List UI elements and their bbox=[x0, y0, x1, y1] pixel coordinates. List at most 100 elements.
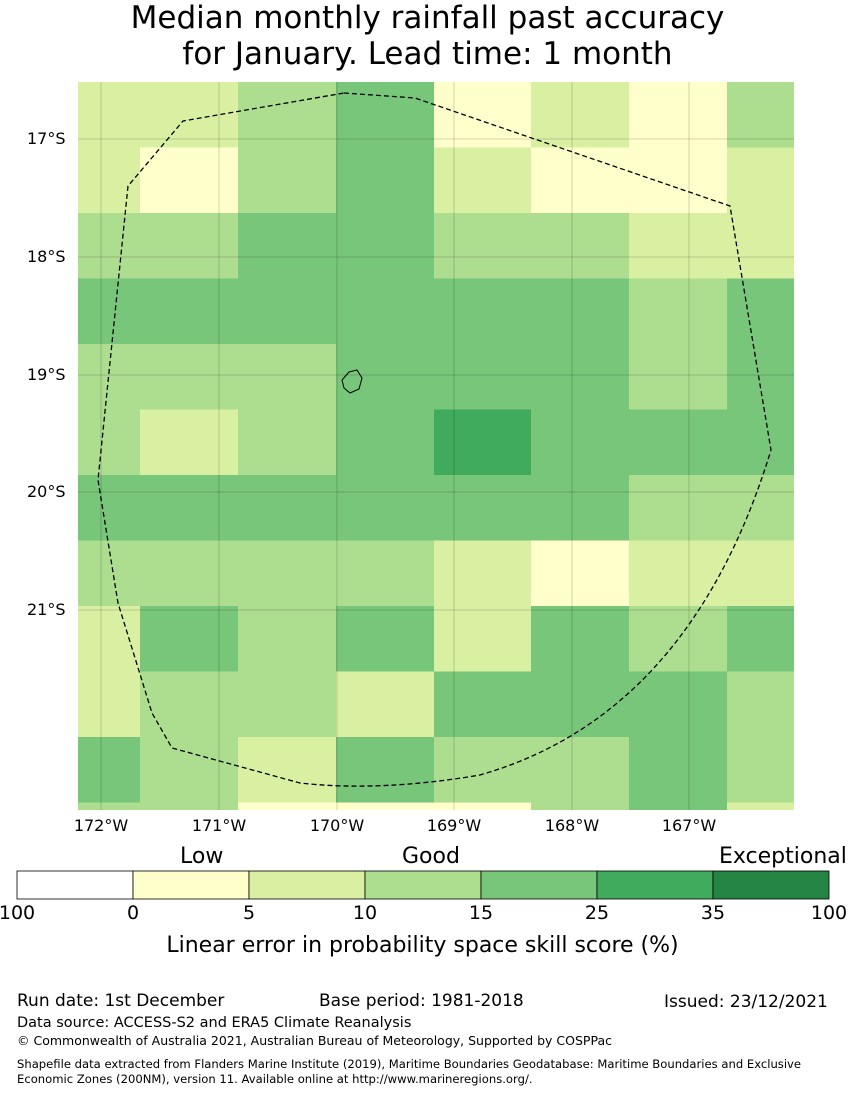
grid-cell bbox=[531, 409, 629, 475]
lon-label-170w: 170°W bbox=[309, 816, 365, 835]
grid-cell bbox=[727, 147, 794, 213]
grid-cell bbox=[629, 737, 727, 803]
skill-grid bbox=[78, 82, 794, 810]
colorbar-swatch bbox=[364, 870, 482, 900]
grid-cell bbox=[78, 278, 140, 344]
grid-cell bbox=[727, 737, 794, 803]
grid-cell bbox=[78, 344, 140, 410]
grid-cell bbox=[629, 409, 727, 475]
grid-cell bbox=[434, 802, 531, 810]
colorbar-swatch bbox=[596, 870, 714, 900]
grid-cell bbox=[336, 802, 434, 810]
lon-label-168w: 168°W bbox=[544, 816, 600, 835]
grid-cell bbox=[434, 606, 531, 672]
island-outline bbox=[341, 369, 363, 394]
grid-cell bbox=[727, 278, 794, 344]
colorbar bbox=[16, 870, 830, 900]
grid-cell bbox=[140, 475, 238, 541]
colorbar-title: Linear error in probability space skill … bbox=[166, 933, 679, 958]
grid-cell bbox=[727, 671, 794, 737]
grid-cell bbox=[434, 409, 531, 475]
grid-cell bbox=[336, 737, 434, 803]
category-low: Low bbox=[180, 844, 224, 869]
grid-cell bbox=[140, 671, 238, 737]
grid-cell bbox=[238, 540, 336, 606]
grid-cell bbox=[78, 475, 140, 541]
grid-cell bbox=[531, 671, 629, 737]
grid-cell bbox=[434, 147, 531, 213]
grid-cell bbox=[434, 278, 531, 344]
grid-cell bbox=[140, 802, 238, 810]
grid-cell bbox=[238, 671, 336, 737]
lat-label-18s: 18°S bbox=[27, 247, 66, 266]
colorbar-tick: 35 bbox=[700, 902, 726, 924]
grid-cell bbox=[238, 606, 336, 672]
grid-cell bbox=[629, 344, 727, 410]
grid-cell bbox=[531, 802, 629, 810]
colorbar-tick: 100 bbox=[0, 902, 36, 924]
chart-title-line-1: Median monthly rainfall past accuracy bbox=[130, 0, 725, 36]
grid-cell bbox=[629, 802, 727, 810]
lon-label-172w: 172°W bbox=[73, 816, 129, 835]
grid-cell bbox=[434, 540, 531, 606]
colorbar-tick: 0 bbox=[126, 902, 140, 924]
data-source: Data source: ACCESS-S2 and ERA5 Climate … bbox=[17, 1015, 412, 1031]
grid-cell bbox=[140, 147, 238, 213]
grid-cell bbox=[78, 737, 140, 803]
shapefile-credit-line-1: Shapefile data extracted from Flanders M… bbox=[17, 1057, 802, 1071]
eez-boundary bbox=[97, 92, 772, 787]
grid-cell bbox=[238, 475, 336, 541]
colorbar-tick: 100 bbox=[810, 902, 848, 924]
grid-cell bbox=[434, 671, 531, 737]
lat-label-17s: 17°S bbox=[27, 129, 66, 148]
lat-label-19s: 19°S bbox=[27, 365, 66, 384]
colorbar-swatch bbox=[480, 870, 598, 900]
grid-cell bbox=[727, 344, 794, 410]
grid-cell bbox=[629, 213, 727, 279]
graticule bbox=[78, 82, 794, 810]
grid-cell bbox=[238, 278, 336, 344]
issued-date: Issued: 23/12/2021 bbox=[664, 992, 828, 1012]
run-date: Run date: 1st December bbox=[17, 991, 225, 1011]
grid-cell bbox=[531, 213, 629, 279]
grid-cell bbox=[336, 671, 434, 737]
grid-cell bbox=[238, 82, 336, 148]
grid-cell bbox=[140, 409, 238, 475]
grid-cell bbox=[629, 475, 727, 541]
grid-cell bbox=[78, 802, 140, 810]
grid-cell bbox=[531, 540, 629, 606]
grid-cell bbox=[336, 82, 434, 148]
grid-cell bbox=[629, 82, 727, 148]
grid-cell bbox=[140, 737, 238, 803]
colorbar-tick: 10 bbox=[352, 902, 378, 924]
lat-label-20s: 20°S bbox=[27, 482, 66, 501]
grid-cell bbox=[140, 82, 238, 148]
grid-cell bbox=[238, 213, 336, 279]
grid-cell bbox=[336, 606, 434, 672]
grid-cell bbox=[531, 278, 629, 344]
grid-cell bbox=[336, 278, 434, 344]
grid-cell bbox=[238, 344, 336, 410]
grid-cell bbox=[336, 540, 434, 606]
grid-cell bbox=[78, 409, 140, 475]
lon-label-171w: 171°W bbox=[191, 816, 247, 835]
grid-cell bbox=[727, 82, 794, 148]
grid-cell bbox=[78, 213, 140, 279]
skill-map bbox=[16, 82, 830, 900]
grid-cell bbox=[336, 213, 434, 279]
colorbar-tick: 25 bbox=[584, 902, 610, 924]
copyright: © Commonwealth of Australia 2021, Austra… bbox=[17, 1033, 612, 1048]
category-exceptional: Exceptional bbox=[719, 844, 847, 869]
grid-cell bbox=[434, 475, 531, 541]
colorbar-swatch bbox=[132, 870, 250, 900]
lon-label-169w: 169°W bbox=[426, 816, 482, 835]
grid-cell bbox=[336, 344, 434, 410]
shapefile-credit-line-2: Economic Zones (200NM), version 11. Avai… bbox=[17, 1072, 533, 1086]
grid-cell bbox=[629, 147, 727, 213]
grid-cell bbox=[629, 540, 727, 606]
base-period: Base period: 1981-2018 bbox=[319, 991, 524, 1011]
grid-cell bbox=[140, 278, 238, 344]
lon-label-167w: 167°W bbox=[661, 816, 717, 835]
grid-cell bbox=[140, 540, 238, 606]
grid-cell bbox=[336, 409, 434, 475]
